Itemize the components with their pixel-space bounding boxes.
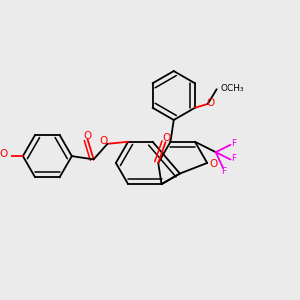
Text: O: O: [100, 136, 108, 146]
Text: O: O: [209, 159, 217, 169]
Text: F: F: [231, 140, 236, 148]
Text: O: O: [163, 134, 171, 143]
Text: F: F: [221, 167, 226, 176]
Text: O: O: [207, 98, 215, 108]
Text: F: F: [231, 154, 236, 163]
Text: O: O: [83, 131, 91, 141]
Text: OCH₃: OCH₃: [221, 83, 244, 92]
Text: O: O: [0, 149, 8, 159]
